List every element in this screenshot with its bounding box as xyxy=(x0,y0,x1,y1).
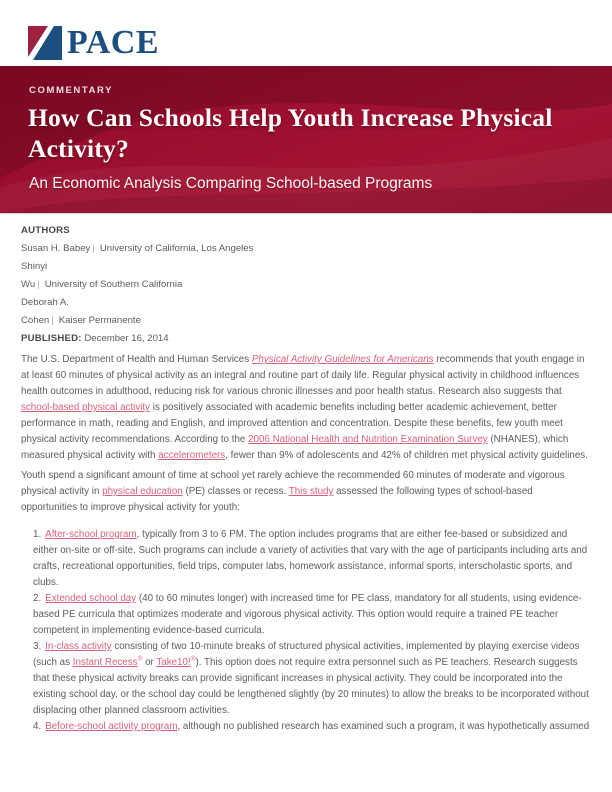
inline-link[interactable]: Extended school day xyxy=(45,593,137,604)
paragraph-intro: The U.S. Department of Health and Human … xyxy=(21,352,591,464)
banner-wave-decoration xyxy=(0,66,612,213)
list-item-text: In-class activity consisting of two 10-m… xyxy=(33,641,589,716)
author-name: Wu xyxy=(21,279,36,290)
author-name: Cohen xyxy=(21,315,50,326)
text-run: or xyxy=(142,657,157,668)
text-run: consisting of two 10-minute breaks of st… xyxy=(33,641,580,668)
published-line: PUBLISHED: December 16, 2014 xyxy=(21,330,591,348)
program-options-list: 1. After-school program, typically from 3… xyxy=(21,527,591,735)
text-run: , fewer than 9% of adolescents and 42% o… xyxy=(225,450,588,461)
inline-link[interactable]: Before-school activity program xyxy=(45,721,178,732)
paragraph-study: Youth spend a significant amount of time… xyxy=(21,468,591,516)
author-line: Wu | University of Southern California xyxy=(21,276,591,294)
inline-link[interactable]: In-class activity xyxy=(45,641,112,652)
list-item-text: Before-school activity program, although… xyxy=(45,721,589,732)
text-run: (40 to 60 minutes longer) with increased… xyxy=(33,593,582,636)
inline-link[interactable]: 2006 National Health and Nutrition Exami… xyxy=(248,434,488,445)
list-number: 1. xyxy=(33,529,42,540)
author-separator: | xyxy=(92,243,95,254)
author-line: Deborah A. xyxy=(21,294,591,312)
text-run: The U.S. Department of Health and Human … xyxy=(21,354,252,365)
author-line: Cohen | Kaiser Permanente xyxy=(21,312,591,330)
text-run: , typically from 3 to 6 PM. The option i… xyxy=(33,529,588,588)
masthead: PACE xyxy=(0,0,612,66)
list-item: 4. Before-school activity program, althou… xyxy=(21,719,591,735)
list-item: 1. After-school program, typically from 3… xyxy=(21,527,591,591)
list-item: 2. Extended school day (40 to 60 minutes … xyxy=(21,591,591,639)
authors-block: AUTHORS Susan H. Babey | University of Cal… xyxy=(21,222,591,330)
inline-link[interactable]: Instant Recess xyxy=(72,657,138,668)
list-item: 3. In-class activity consisting of two 10… xyxy=(21,639,591,719)
published-label: PUBLISHED: xyxy=(21,333,82,344)
title-banner: COMMENTARY How Can Schools Help Youth In… xyxy=(0,66,612,213)
pace-logo-icon xyxy=(28,26,62,60)
inline-link[interactable]: accelerometers xyxy=(158,450,226,461)
text-run: (PE) classes or recess. xyxy=(182,486,289,497)
pace-logo-text: PACE xyxy=(67,24,160,61)
inline-link[interactable]: physical education xyxy=(102,486,183,497)
list-item-text: Extended school day (40 to 60 minutes lo… xyxy=(33,593,582,636)
list-item-text: After-school program, typically from 3 t… xyxy=(33,529,587,588)
author-separator: | xyxy=(51,315,54,326)
author-affiliation: University of Southern California xyxy=(44,279,183,290)
author-name: Susan H. Babey xyxy=(21,243,91,254)
text-run: (NHANES), which measured physical activi… xyxy=(21,434,569,461)
author-name: Deborah A. xyxy=(21,297,70,308)
inline-link[interactable]: ® xyxy=(190,655,196,663)
text-run: is positively associated with academic b… xyxy=(21,402,563,445)
inline-link[interactable]: After-school program xyxy=(45,529,137,540)
author-line: Shinyi xyxy=(21,258,591,276)
inline-link[interactable]: Physical Activity Guidelines for America… xyxy=(251,354,434,365)
author-name: Shinyi xyxy=(21,261,48,272)
text-run: , although no published research has exa… xyxy=(177,721,590,732)
inline-link[interactable]: school-based physical activity xyxy=(21,402,151,413)
kicker-label: COMMENTARY xyxy=(29,85,114,96)
inline-link[interactable]: Take10! xyxy=(156,657,191,668)
list-number: 2. xyxy=(33,593,42,604)
list-number: 4. xyxy=(33,721,42,732)
author-affiliation: Kaiser Permanente xyxy=(58,315,141,326)
author-separator: | xyxy=(37,279,40,290)
authors-label: AUTHORS xyxy=(21,225,70,236)
author-affiliation: University of California, Los Angeles xyxy=(99,243,254,254)
text-run: ). This option does not require extra pe… xyxy=(33,657,589,716)
inline-link[interactable]: ® xyxy=(137,655,143,663)
article-body: AUTHORS Susan H. Babey | University of Cal… xyxy=(21,213,591,735)
text-run: Youth spend a significant amount of time… xyxy=(21,470,565,497)
inline-link[interactable]: This study xyxy=(288,486,334,497)
author-line: Susan H. Babey | University of California,… xyxy=(21,240,591,258)
text-run: recommends that youth engage in at least… xyxy=(21,354,585,397)
list-number: 3. xyxy=(33,641,42,652)
page-title: How Can Schools Help Youth Increase Phys… xyxy=(28,103,553,163)
published-date: December 16, 2014 xyxy=(84,333,169,344)
pace-logo: PACE xyxy=(28,26,159,60)
text-run: assessed the following types of school-b… xyxy=(21,486,533,513)
page-subtitle: An Economic Analysis Comparing School-ba… xyxy=(29,175,433,192)
